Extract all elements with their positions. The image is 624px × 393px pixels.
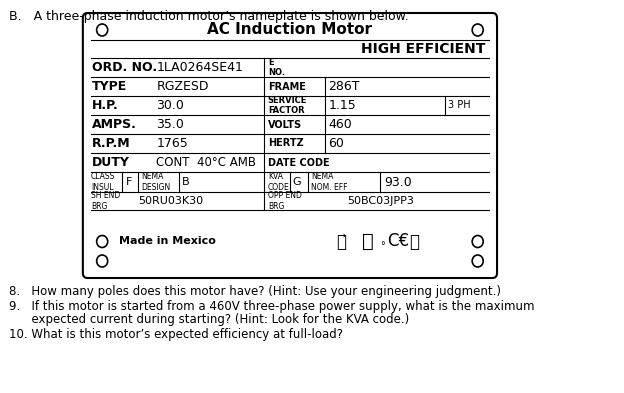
Text: HERTZ: HERTZ [268,138,304,149]
Text: Ⓢ⃗: Ⓢ⃗ [336,233,346,250]
Text: ⓮: ⓮ [409,233,419,250]
Text: 8.   How many poles does this motor have? (Hint: Use your engineering judgment.): 8. How many poles does this motor have? … [9,285,501,298]
Text: NEMA
DESIGN: NEMA DESIGN [141,172,170,192]
Text: H.P.: H.P. [92,99,119,112]
Text: AC Induction Motor: AC Induction Motor [207,22,373,37]
Text: E
NO.: E NO. [268,58,285,77]
Text: 93.0: 93.0 [384,176,412,189]
Text: HIGH EFFICIENT: HIGH EFFICIENT [361,42,485,56]
Text: 30.0: 30.0 [157,99,184,112]
Text: 1765: 1765 [157,137,188,150]
Text: B.   A three-phase induction motor’s nameplate is shown below.: B. A three-phase induction motor’s namep… [9,10,409,23]
Text: R.P.M: R.P.M [92,137,130,150]
Text: OPP END
BRG: OPP END BRG [268,191,302,211]
Text: 60: 60 [329,137,344,150]
Text: RGZESD: RGZESD [157,80,209,93]
Text: 50RU03K30: 50RU03K30 [138,196,203,206]
Text: 460: 460 [329,118,353,131]
Text: CLASS
INSUL: CLASS INSUL [91,172,115,192]
Text: 1.15: 1.15 [329,99,356,112]
Text: 10. What is this motor’s expected efficiency at full-load?: 10. What is this motor’s expected effici… [9,328,343,341]
Text: F: F [125,177,132,187]
Text: TYPE: TYPE [92,80,127,93]
Text: VOLTS: VOLTS [268,119,302,130]
Text: Made in Mexico: Made in Mexico [119,237,216,246]
Text: DATE CODE: DATE CODE [268,158,329,167]
Text: 50BC03JPP3: 50BC03JPP3 [347,196,414,206]
Text: FRAME: FRAME [268,81,306,92]
Text: 3 PH: 3 PH [448,101,471,110]
Text: SERVICE
FACTOR: SERVICE FACTOR [268,96,307,115]
Text: 35.0: 35.0 [157,118,184,131]
Text: 1LA0264SE41: 1LA0264SE41 [157,61,243,74]
Text: NEMA
NOM. EFF: NEMA NOM. EFF [311,172,348,192]
Text: °: ° [380,242,385,252]
Text: KVA
CODE: KVA CODE [268,172,290,192]
Text: Ⓛ: Ⓛ [362,232,374,251]
Text: G: G [292,177,301,187]
Text: DUTY: DUTY [92,156,130,169]
Text: ORD. NO.: ORD. NO. [92,61,157,74]
FancyBboxPatch shape [83,13,497,278]
Text: 286T: 286T [329,80,360,93]
Text: C€: C€ [388,233,409,250]
Text: SH END
BRG: SH END BRG [91,191,120,211]
Text: B: B [182,177,190,187]
Text: CONT  40°C AMB: CONT 40°C AMB [157,156,256,169]
Text: AMPS.: AMPS. [92,118,137,131]
Text: expected current during starting? (Hint: Look for the KVA code.): expected current during starting? (Hint:… [9,313,409,326]
Text: 9.   If this motor is started from a 460V three-phase power supply, what is the : 9. If this motor is started from a 460V … [9,300,535,313]
